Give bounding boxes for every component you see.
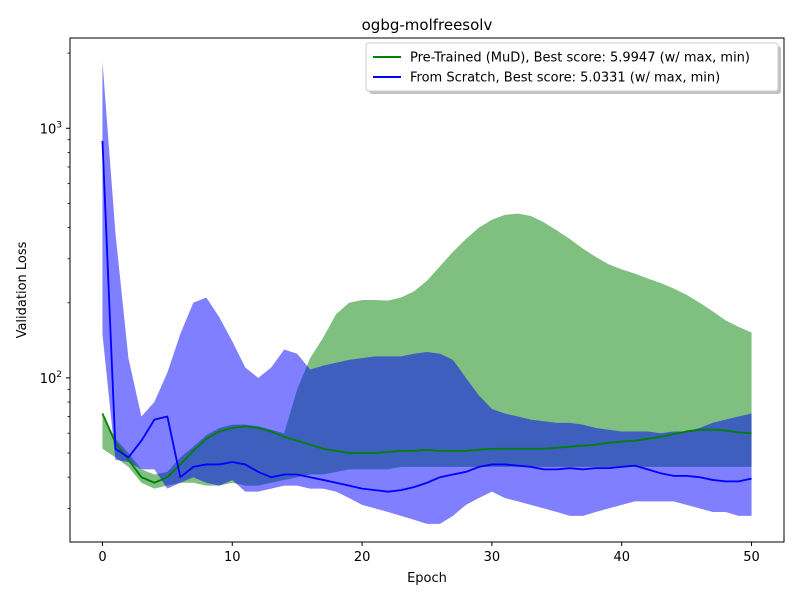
series-lines (101, 140, 752, 493)
x-tick-label: 40 (613, 550, 630, 565)
x-axis-ticks: 0 10 20 30 40 50 (98, 542, 760, 565)
line-scratch (101, 140, 752, 493)
plot-frame (69, 37, 785, 543)
legend-label-pretrained: Pre-Trained (MuD), Best score: 5.9947 (w… (410, 51, 750, 66)
band-scratch (102, 61, 752, 524)
x-axis-title: Epoch (407, 571, 447, 586)
y-tick-label: 102 (40, 370, 62, 387)
y-axis-title: Validation Loss (15, 241, 30, 338)
y-axis-ticks: 102 103 (40, 52, 70, 509)
line-pretrained (101, 413, 752, 484)
legend-label-scratch: From Scratch, Best score: 5.0331 (w/ max… (410, 71, 720, 86)
x-tick-label: 10 (224, 550, 241, 565)
legend-box (365, 42, 779, 92)
band-fills (102, 61, 752, 524)
x-tick-label: 50 (743, 550, 760, 565)
legend: Pre-Trained (MuD), Best score: 5.9947 (w… (365, 42, 781, 94)
y-tick-label: 103 (40, 120, 62, 137)
x-tick-label: 0 (98, 550, 106, 565)
chart-title: ogbg-molfreesolv (362, 16, 493, 34)
x-tick-label: 30 (484, 550, 501, 565)
x-tick-label: 20 (354, 550, 371, 565)
band-pretrained (102, 213, 752, 489)
